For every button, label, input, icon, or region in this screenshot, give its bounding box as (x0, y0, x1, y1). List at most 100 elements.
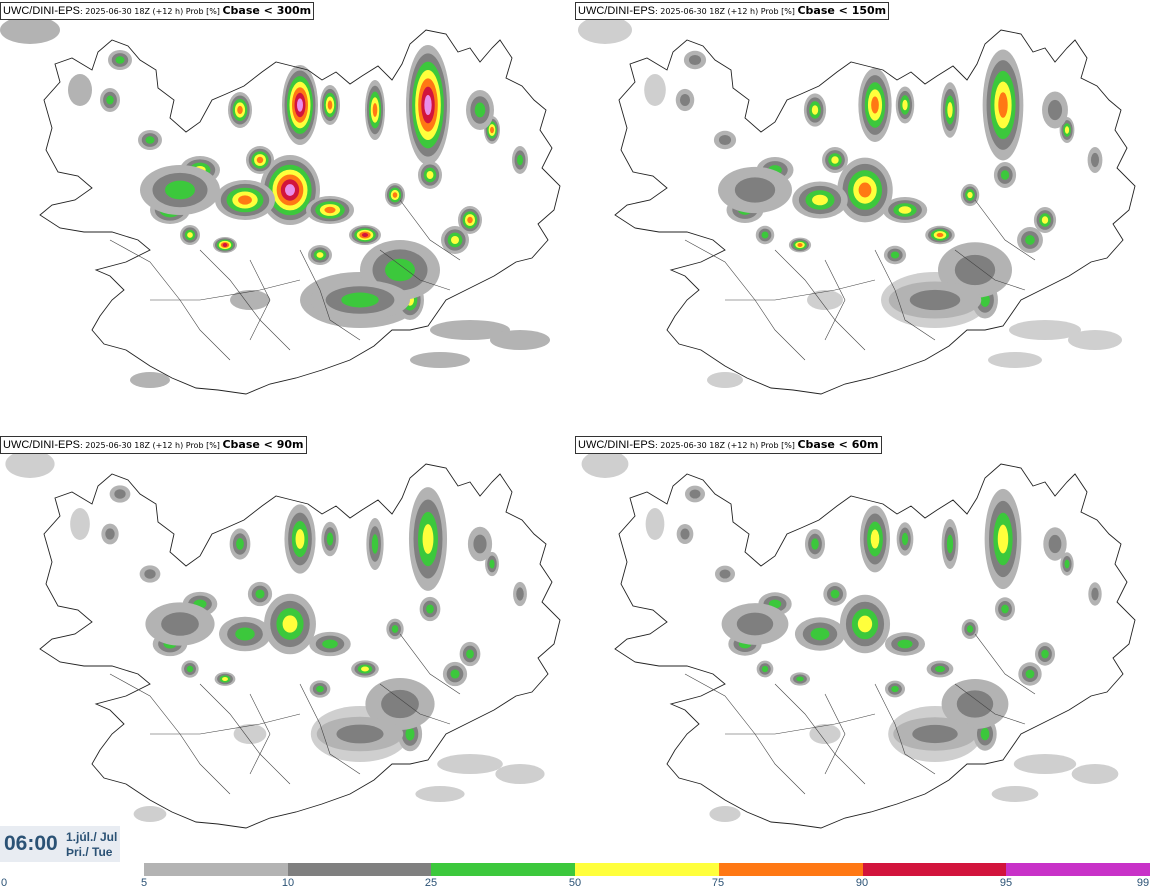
valid-time-clock: 06:00 (4, 832, 58, 855)
probability-contour (901, 532, 909, 546)
probability-contour (405, 727, 415, 741)
region-border (399, 633, 461, 695)
probability-contour (371, 534, 379, 554)
probability-contour (467, 216, 473, 224)
coastline (39, 463, 561, 829)
probability-contour (316, 685, 324, 693)
region-border (150, 713, 301, 735)
probability-contour (956, 690, 994, 718)
low-probability-area (5, 450, 55, 478)
coastline (614, 463, 1136, 829)
probability-contour (426, 604, 434, 614)
region-border (954, 683, 1026, 725)
probability-contour (255, 589, 265, 599)
probability-contour (324, 206, 336, 214)
probability-contour (796, 676, 804, 682)
low-probability-area (988, 352, 1042, 368)
probability-contour (236, 538, 244, 550)
panel-title: UWC/DINI-EPS: 2025-06-30 18Z (+12 h) Pro… (0, 2, 315, 20)
probability-contour (871, 96, 879, 114)
probability-contour (679, 93, 691, 107)
probability-contour (811, 538, 819, 550)
probability-contour (1091, 587, 1099, 601)
region-border (824, 693, 846, 775)
probability-contour (719, 569, 731, 579)
low-probability-area (644, 74, 666, 106)
probability-contour (256, 156, 264, 164)
probability-contour (295, 529, 305, 549)
low-probability-area (70, 508, 90, 540)
probability-contour (966, 625, 974, 633)
probability-contour (381, 689, 419, 719)
probability-contour (1025, 235, 1035, 245)
probability-contour (830, 589, 840, 599)
panel-title: UWC/DINI-EPS: 2025-06-30 18Z (+12 h) Pro… (575, 2, 890, 20)
probability-contour (998, 92, 1008, 118)
low-probability-area (809, 724, 841, 744)
probability-contour (385, 258, 415, 282)
probability-contour (222, 677, 228, 681)
probability-contour (426, 171, 434, 179)
colorbar-tick-label: 5 (140, 877, 148, 889)
probability-contour (326, 532, 334, 546)
probability-contour (831, 156, 839, 164)
low-probability-area (991, 786, 1039, 802)
colorbar-segment (287, 863, 432, 876)
low-probability-area (415, 786, 465, 802)
probability-contour (489, 559, 495, 569)
probability-contour (1090, 152, 1100, 168)
valid-date-line: 1.júl./ Jul (66, 830, 118, 844)
region-border (399, 199, 461, 261)
probability-contour (1041, 216, 1049, 224)
colorbar-tick-label: 25 (424, 877, 438, 889)
low-probability-area (230, 290, 270, 310)
low-probability-area (490, 330, 550, 350)
region-border (199, 683, 291, 785)
probability-contour (1064, 559, 1070, 569)
colorbar-tick-label: 10 (281, 877, 295, 889)
probability-contour (238, 195, 252, 205)
probability-contour (934, 665, 946, 673)
probability-contour (688, 54, 702, 66)
probability-contour (474, 102, 486, 118)
probability-contour (161, 612, 199, 636)
colorbar-segment (718, 863, 863, 876)
low-probability-area (1013, 754, 1077, 774)
probability-contour (761, 665, 769, 673)
probability-contour (114, 489, 126, 499)
colorbar-tick-label: 90 (855, 877, 869, 889)
probability-contour (451, 236, 459, 244)
probability-contour (361, 666, 369, 672)
panel-title: UWC/DINI-EPS: 2025-06-30 18Z (+12 h) Pro… (575, 436, 882, 454)
low-probability-area (1068, 330, 1122, 350)
region-border (379, 249, 451, 291)
low-probability-area (133, 806, 167, 822)
probability-contour (372, 103, 378, 117)
low-probability-area (0, 16, 60, 44)
probability-contour (361, 233, 369, 237)
region-border (249, 693, 271, 775)
probability-contour (811, 105, 819, 115)
region-border (774, 683, 866, 785)
low-probability-area (233, 724, 267, 744)
panel-title: UWC/DINI-EPS: 2025-06-30 18Z (+12 h) Pro… (0, 436, 307, 454)
iceland-probability-map (578, 16, 1136, 395)
probability-contour (936, 232, 944, 238)
probability-contour (285, 184, 295, 196)
probability-contour (106, 95, 114, 105)
map-panel-cbase-150: UWC/DINI-EPS: 2025-06-30 18Z (+12 h) Pro… (575, 0, 1150, 434)
low-probability-area (68, 74, 92, 106)
probability-contour (858, 182, 872, 198)
probability-contour (517, 154, 523, 166)
probability-contour (187, 232, 193, 238)
colorbar-tick-label: 0 (0, 877, 8, 889)
probability-contour (235, 627, 255, 641)
probability-contour (797, 243, 803, 247)
probability-contour (516, 587, 524, 601)
probability-contour (336, 724, 384, 744)
region-border (974, 633, 1036, 695)
probability-contour (912, 724, 958, 744)
region-border (299, 683, 361, 775)
region-border (150, 279, 301, 301)
probability-contour (1047, 99, 1063, 121)
